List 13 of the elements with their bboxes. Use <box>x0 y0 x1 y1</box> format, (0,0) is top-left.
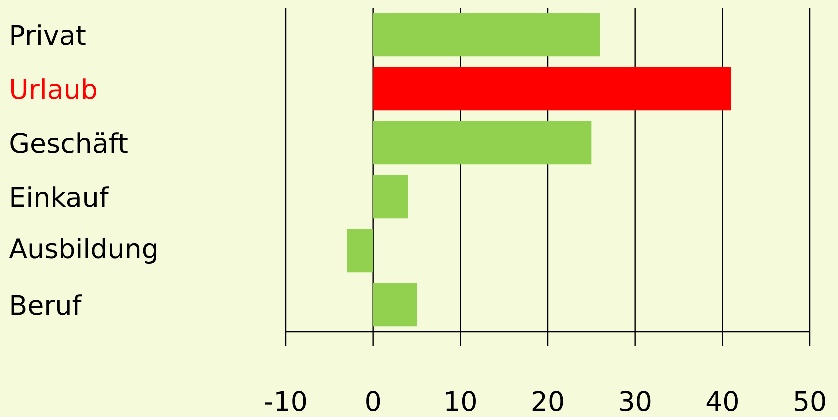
x-tick-label: 50 <box>794 390 826 412</box>
x-tick-label: 20 <box>532 390 564 412</box>
x-tick-label: 0 <box>366 390 380 412</box>
y-tick-label: Beruf <box>12 294 82 316</box>
x-tick-label: 30 <box>620 390 651 412</box>
y-tick-label: Einkauf <box>12 186 110 208</box>
x-tick-label: 10 <box>446 390 476 412</box>
y-tick-label: Privat <box>12 24 86 46</box>
y-tick-label: Urlaub <box>12 78 97 100</box>
y-tick-label: Ausbildung <box>9 238 156 264</box>
x-tick-label: 40 <box>706 390 738 412</box>
x-tick-label: -10 <box>265 390 306 412</box>
y-tick-label: Geschäft <box>10 132 128 154</box>
